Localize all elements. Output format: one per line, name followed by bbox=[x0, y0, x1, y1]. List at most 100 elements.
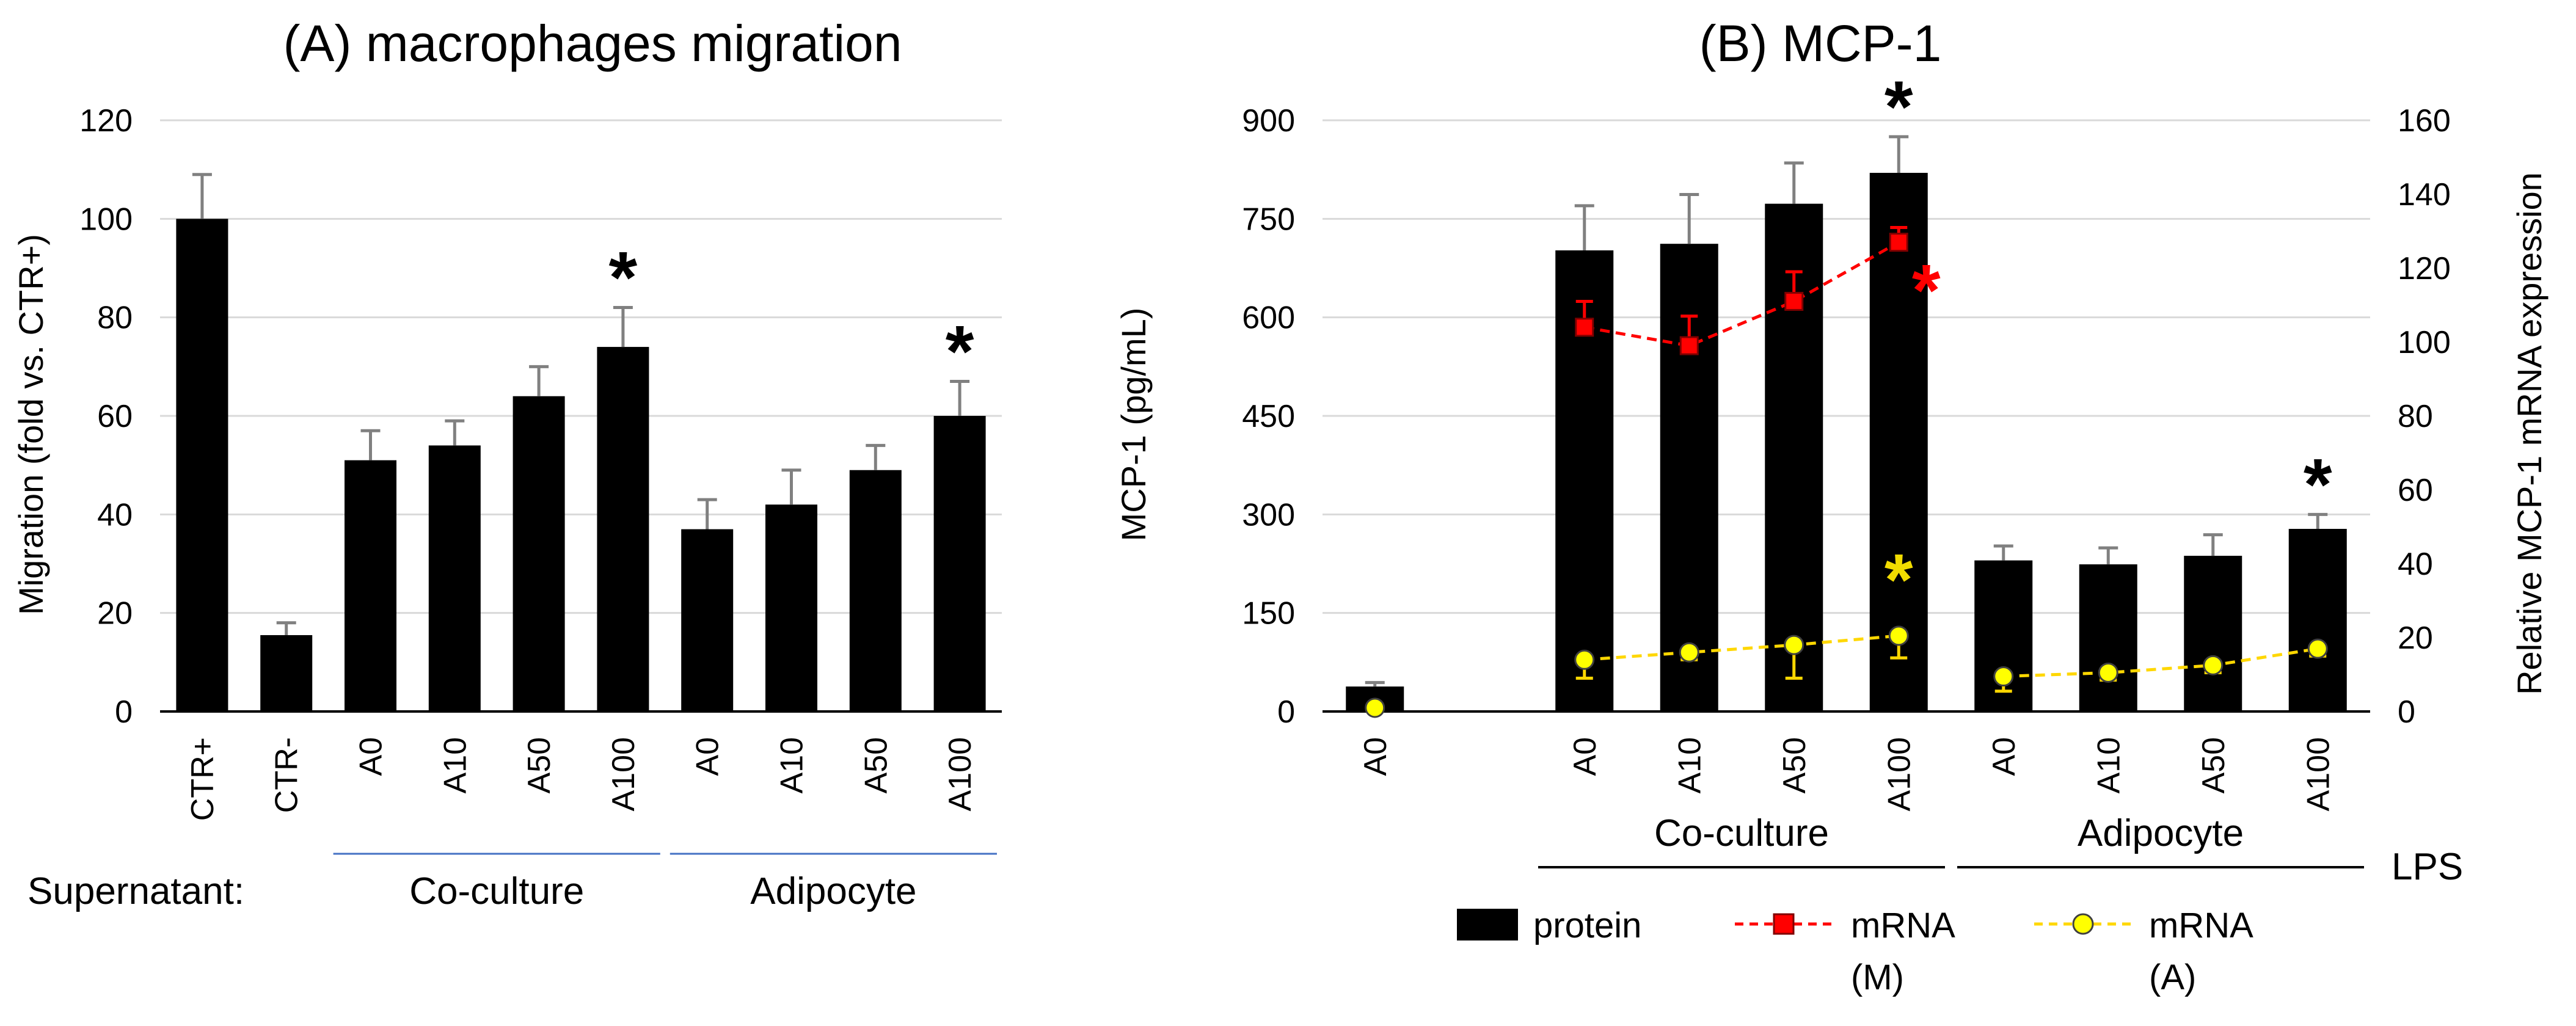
group-label: Co-culture bbox=[1654, 812, 1829, 854]
bar bbox=[933, 416, 986, 711]
legend-mrna-a-marker bbox=[2072, 913, 2094, 935]
x-tick-label: A50 bbox=[1777, 737, 1812, 794]
y-tick-label: 900 bbox=[1242, 103, 1295, 139]
bar bbox=[260, 635, 313, 711]
panel-b-error-bars bbox=[1365, 135, 2328, 687]
mrna-m-point bbox=[1889, 233, 1908, 252]
group-label: Adipocyte bbox=[750, 870, 916, 912]
mrna-m-point bbox=[1679, 336, 1699, 355]
y-tick-label-right: 120 bbox=[2398, 251, 2451, 286]
panel-b-significance: * * * * bbox=[1885, 66, 2332, 621]
x-tick-label: A10 bbox=[437, 737, 473, 794]
mrna-a-point bbox=[1888, 625, 1909, 646]
panel-a-significance: ** bbox=[609, 237, 974, 393]
x-tick-label: A0 bbox=[1358, 737, 1393, 776]
panel-a-chart: (A) macrophages migration 0 20 40 60 80 100 12… bbox=[12, 15, 1002, 912]
bar bbox=[513, 396, 565, 711]
y-tick-label-right: 60 bbox=[2398, 473, 2433, 508]
mrna-a-point bbox=[1365, 697, 1385, 718]
y-tick-label-right: 0 bbox=[2398, 694, 2415, 730]
x-tick-label: A100 bbox=[2301, 737, 2336, 811]
bar bbox=[849, 470, 902, 711]
x-tick-label: A0 bbox=[1987, 737, 2022, 776]
x-tick-label: A50 bbox=[522, 737, 557, 794]
group-label: Co-culture bbox=[409, 870, 584, 912]
mrna-a-line bbox=[1584, 634, 1899, 661]
bar bbox=[765, 504, 817, 711]
panel-b-row-label: LPS bbox=[2392, 846, 2463, 888]
x-tick-label: A10 bbox=[1672, 737, 1707, 794]
panel-b-x-ticks: A0 A0 A10 A50 A100 A0 A10 A50 A100 bbox=[1358, 737, 2337, 811]
panel-a-row-label: Supernatant: bbox=[27, 870, 244, 912]
panel-b-y-axis-label-right: Relative MCP-1 mRNA expression bbox=[2510, 172, 2549, 695]
panel-b-title: (B) MCP-1 bbox=[1699, 15, 1942, 72]
panel-b-bars bbox=[1346, 173, 2347, 712]
significance-star: * bbox=[1885, 66, 1913, 148]
mrna-a-point bbox=[1784, 635, 1804, 655]
y-tick-label: 150 bbox=[1242, 596, 1295, 631]
panel-b-y-ticks-left: 0 150 300 450 600 750 900 bbox=[1242, 103, 1295, 730]
panel-b-mrna-lines bbox=[1365, 225, 2328, 718]
significance-star: * bbox=[946, 311, 974, 393]
y-tick-label-right: 40 bbox=[2398, 547, 2433, 582]
mrna-m-point bbox=[1575, 318, 1594, 337]
y-tick-label-right: 20 bbox=[2398, 620, 2433, 656]
x-tick-label: A10 bbox=[2091, 737, 2126, 794]
panel-b-y-ticks-right: 0 20 40 60 80 100 120 140 160 bbox=[2398, 103, 2451, 730]
significance-star: * bbox=[1912, 250, 1941, 332]
legend-mrna-m-marker bbox=[1773, 913, 1795, 935]
legend-mrna-m-label-line2: (M) bbox=[1851, 958, 1904, 997]
y-tick-label: 100 bbox=[79, 202, 133, 237]
y-tick-label: 120 bbox=[79, 103, 133, 139]
panel-a-x-ticks: CTR+ CTR- A0 A10 A50 A100 A0 A10 A50 A100 bbox=[185, 737, 978, 821]
bar bbox=[681, 529, 734, 711]
panel-a-gridlines bbox=[160, 119, 1002, 713]
mrna-a-point bbox=[1679, 642, 1699, 663]
panel-b-groups: Co-culture Adipocyte bbox=[1538, 812, 2364, 868]
bar bbox=[2079, 564, 2137, 711]
significance-star: * bbox=[2304, 443, 2332, 525]
legend-mrna-a-label-line2: (A) bbox=[2149, 958, 2196, 997]
y-tick-label: 450 bbox=[1242, 399, 1295, 434]
mrna-a-point bbox=[2098, 662, 2118, 683]
y-tick-label: 20 bbox=[97, 596, 133, 631]
significance-star: * bbox=[609, 237, 638, 319]
panel-b-chart: (B) MCP-1 0 150 300 450 600 750 900 0 20 40 60 80 1… bbox=[1114, 15, 2549, 997]
y-tick-label: 300 bbox=[1242, 497, 1295, 533]
panel-a-error-bars bbox=[192, 173, 970, 635]
mrna-a-line bbox=[2003, 647, 2318, 679]
legend-protein-label: protein bbox=[1533, 906, 1641, 945]
x-tick-label: CTR+ bbox=[185, 737, 221, 821]
x-tick-label: A50 bbox=[858, 737, 894, 794]
mrna-a-point bbox=[1993, 666, 2014, 687]
y-tick-label-right: 140 bbox=[2398, 177, 2451, 213]
y-tick-label: 0 bbox=[1277, 694, 1295, 730]
x-tick-label: CTR- bbox=[269, 737, 305, 813]
panel-a-title: (A) macrophages migration bbox=[283, 15, 902, 72]
legend-protein-swatch bbox=[1457, 909, 1518, 941]
panel-a-y-ticks: 0 20 40 60 80 100 120 bbox=[79, 103, 133, 730]
bar bbox=[2288, 528, 2347, 711]
bar bbox=[345, 460, 396, 711]
x-tick-label: A100 bbox=[1881, 737, 1917, 811]
mrna-m-line bbox=[1584, 241, 1900, 347]
x-tick-label: A50 bbox=[2196, 737, 2231, 794]
y-tick-label: 40 bbox=[97, 497, 133, 533]
y-tick-label-right: 80 bbox=[2398, 399, 2433, 434]
bar bbox=[597, 347, 649, 711]
legend-mrna-m-label-line1: mRNA bbox=[1851, 906, 1955, 945]
significance-star: * bbox=[1885, 539, 1913, 621]
bar bbox=[176, 219, 228, 711]
bar bbox=[428, 445, 481, 711]
mrna-a-point bbox=[2203, 655, 2224, 675]
y-tick-label: 750 bbox=[1242, 202, 1295, 237]
bar bbox=[1660, 244, 1718, 711]
legend-mrna-a-label-line1: mRNA bbox=[2149, 906, 2253, 945]
panel-a-bars bbox=[176, 219, 986, 711]
group-label: Adipocyte bbox=[2078, 812, 2244, 854]
x-tick-label: A100 bbox=[943, 737, 978, 811]
y-tick-label: 0 bbox=[115, 694, 133, 730]
y-tick-label: 60 bbox=[97, 399, 133, 434]
